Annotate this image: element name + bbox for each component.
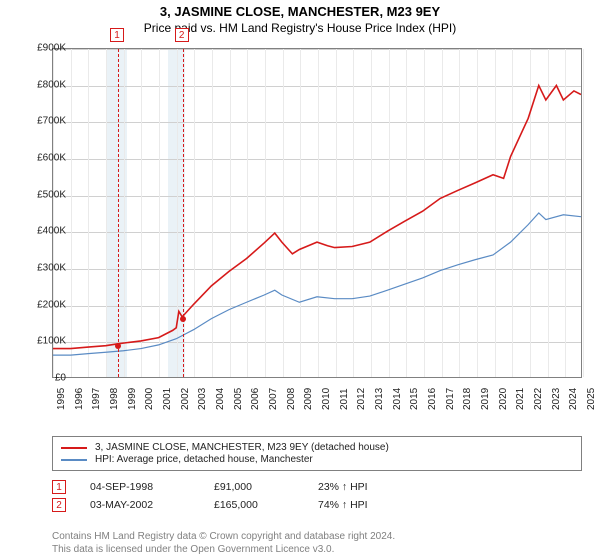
sale-dot <box>180 316 186 322</box>
x-axis-label: 1996 <box>74 388 85 410</box>
x-axis-label: 2007 <box>268 388 279 410</box>
series-line <box>53 85 581 348</box>
y-axis-label: £0 <box>20 373 66 384</box>
x-axis-label: 2009 <box>303 388 314 410</box>
legend: 3, JASMINE CLOSE, MANCHESTER, M23 9EY (d… <box>52 436 582 471</box>
transactions: 1 04-SEP-1998 £91,000 23% ↑ HPI 2 03-MAY… <box>52 480 582 516</box>
x-axis-label: 2011 <box>339 388 350 410</box>
legend-swatch <box>61 459 87 461</box>
y-axis-label: £600K <box>20 153 66 164</box>
x-axis-label: 1997 <box>91 388 102 410</box>
footer-line: This data is licensed under the Open Gov… <box>52 544 582 557</box>
y-axis-label: £700K <box>20 116 66 127</box>
legend-item: 3, JASMINE CLOSE, MANCHESTER, M23 9EY (d… <box>61 442 573 453</box>
transaction-row: 2 03-MAY-2002 £165,000 74% ↑ HPI <box>52 498 582 512</box>
y-axis-label: £300K <box>20 263 66 274</box>
title-address: 3, JASMINE CLOSE, MANCHESTER, M23 9EY <box>0 4 600 19</box>
x-axis-label: 2018 <box>462 388 473 410</box>
marker-box: 1 <box>110 28 124 42</box>
y-axis-label: £800K <box>20 79 66 90</box>
transaction-row: 1 04-SEP-1998 £91,000 23% ↑ HPI <box>52 480 582 494</box>
x-axis-label: 2010 <box>321 388 332 410</box>
x-axis-label: 2020 <box>498 388 509 410</box>
y-axis-label: £500K <box>20 189 66 200</box>
legend-swatch <box>61 447 87 449</box>
legend-label: 3, JASMINE CLOSE, MANCHESTER, M23 9EY (d… <box>95 442 389 453</box>
x-axis-label: 2021 <box>515 388 526 410</box>
transaction-delta: 74% ↑ HPI <box>318 499 368 511</box>
x-axis-label: 2024 <box>568 388 579 410</box>
x-axis-label: 2006 <box>250 388 261 410</box>
x-axis-label: 1998 <box>109 388 120 410</box>
title-sub: Price paid vs. HM Land Registry's House … <box>0 21 600 35</box>
x-axis-label: 1999 <box>127 388 138 410</box>
x-axis-label: 2004 <box>215 388 226 410</box>
transaction-price: £91,000 <box>214 481 294 493</box>
footer: Contains HM Land Registry data © Crown c… <box>52 531 582 556</box>
x-axis-label: 2003 <box>197 388 208 410</box>
transaction-price: £165,000 <box>214 499 294 511</box>
transaction-delta: 23% ↑ HPI <box>318 481 368 493</box>
y-axis-label: £100K <box>20 336 66 347</box>
legend-item: HPI: Average price, detached house, Manc… <box>61 454 573 465</box>
x-axis-label: 2017 <box>445 388 456 410</box>
series-line <box>53 213 581 355</box>
chart-container: 3, JASMINE CLOSE, MANCHESTER, M23 9EY Pr… <box>0 0 600 560</box>
x-axis-label: 2022 <box>533 388 544 410</box>
transaction-date: 04-SEP-1998 <box>90 481 190 493</box>
chart-svg <box>53 49 581 377</box>
x-axis-label: 2005 <box>233 388 244 410</box>
x-axis-label: 2015 <box>409 388 420 410</box>
footer-line: Contains HM Land Registry data © Crown c… <box>52 531 582 544</box>
x-axis-label: 2014 <box>392 388 403 410</box>
x-axis-label: 2002 <box>180 388 191 410</box>
x-axis-label: 2016 <box>427 388 438 410</box>
sale-dot <box>115 343 121 349</box>
y-axis-label: £200K <box>20 299 66 310</box>
transaction-date: 03-MAY-2002 <box>90 499 190 511</box>
x-axis-label: 2008 <box>286 388 297 410</box>
x-axis-label: 1995 <box>56 388 67 410</box>
y-axis-label: £400K <box>20 226 66 237</box>
transaction-marker: 2 <box>52 498 66 512</box>
x-axis-label: 2000 <box>144 388 155 410</box>
y-axis-label: £900K <box>20 43 66 54</box>
x-axis-label: 2012 <box>356 388 367 410</box>
x-axis-label: 2019 <box>480 388 491 410</box>
x-axis-label: 2001 <box>162 388 173 410</box>
transaction-marker: 1 <box>52 480 66 494</box>
marker-box: 2 <box>175 28 189 42</box>
titles: 3, JASMINE CLOSE, MANCHESTER, M23 9EY Pr… <box>0 0 600 35</box>
x-axis-label: 2013 <box>374 388 385 410</box>
plot-area <box>52 48 582 378</box>
x-axis-label: 2025 <box>586 388 597 410</box>
x-axis-label: 2023 <box>551 388 562 410</box>
legend-label: HPI: Average price, detached house, Manc… <box>95 454 313 465</box>
